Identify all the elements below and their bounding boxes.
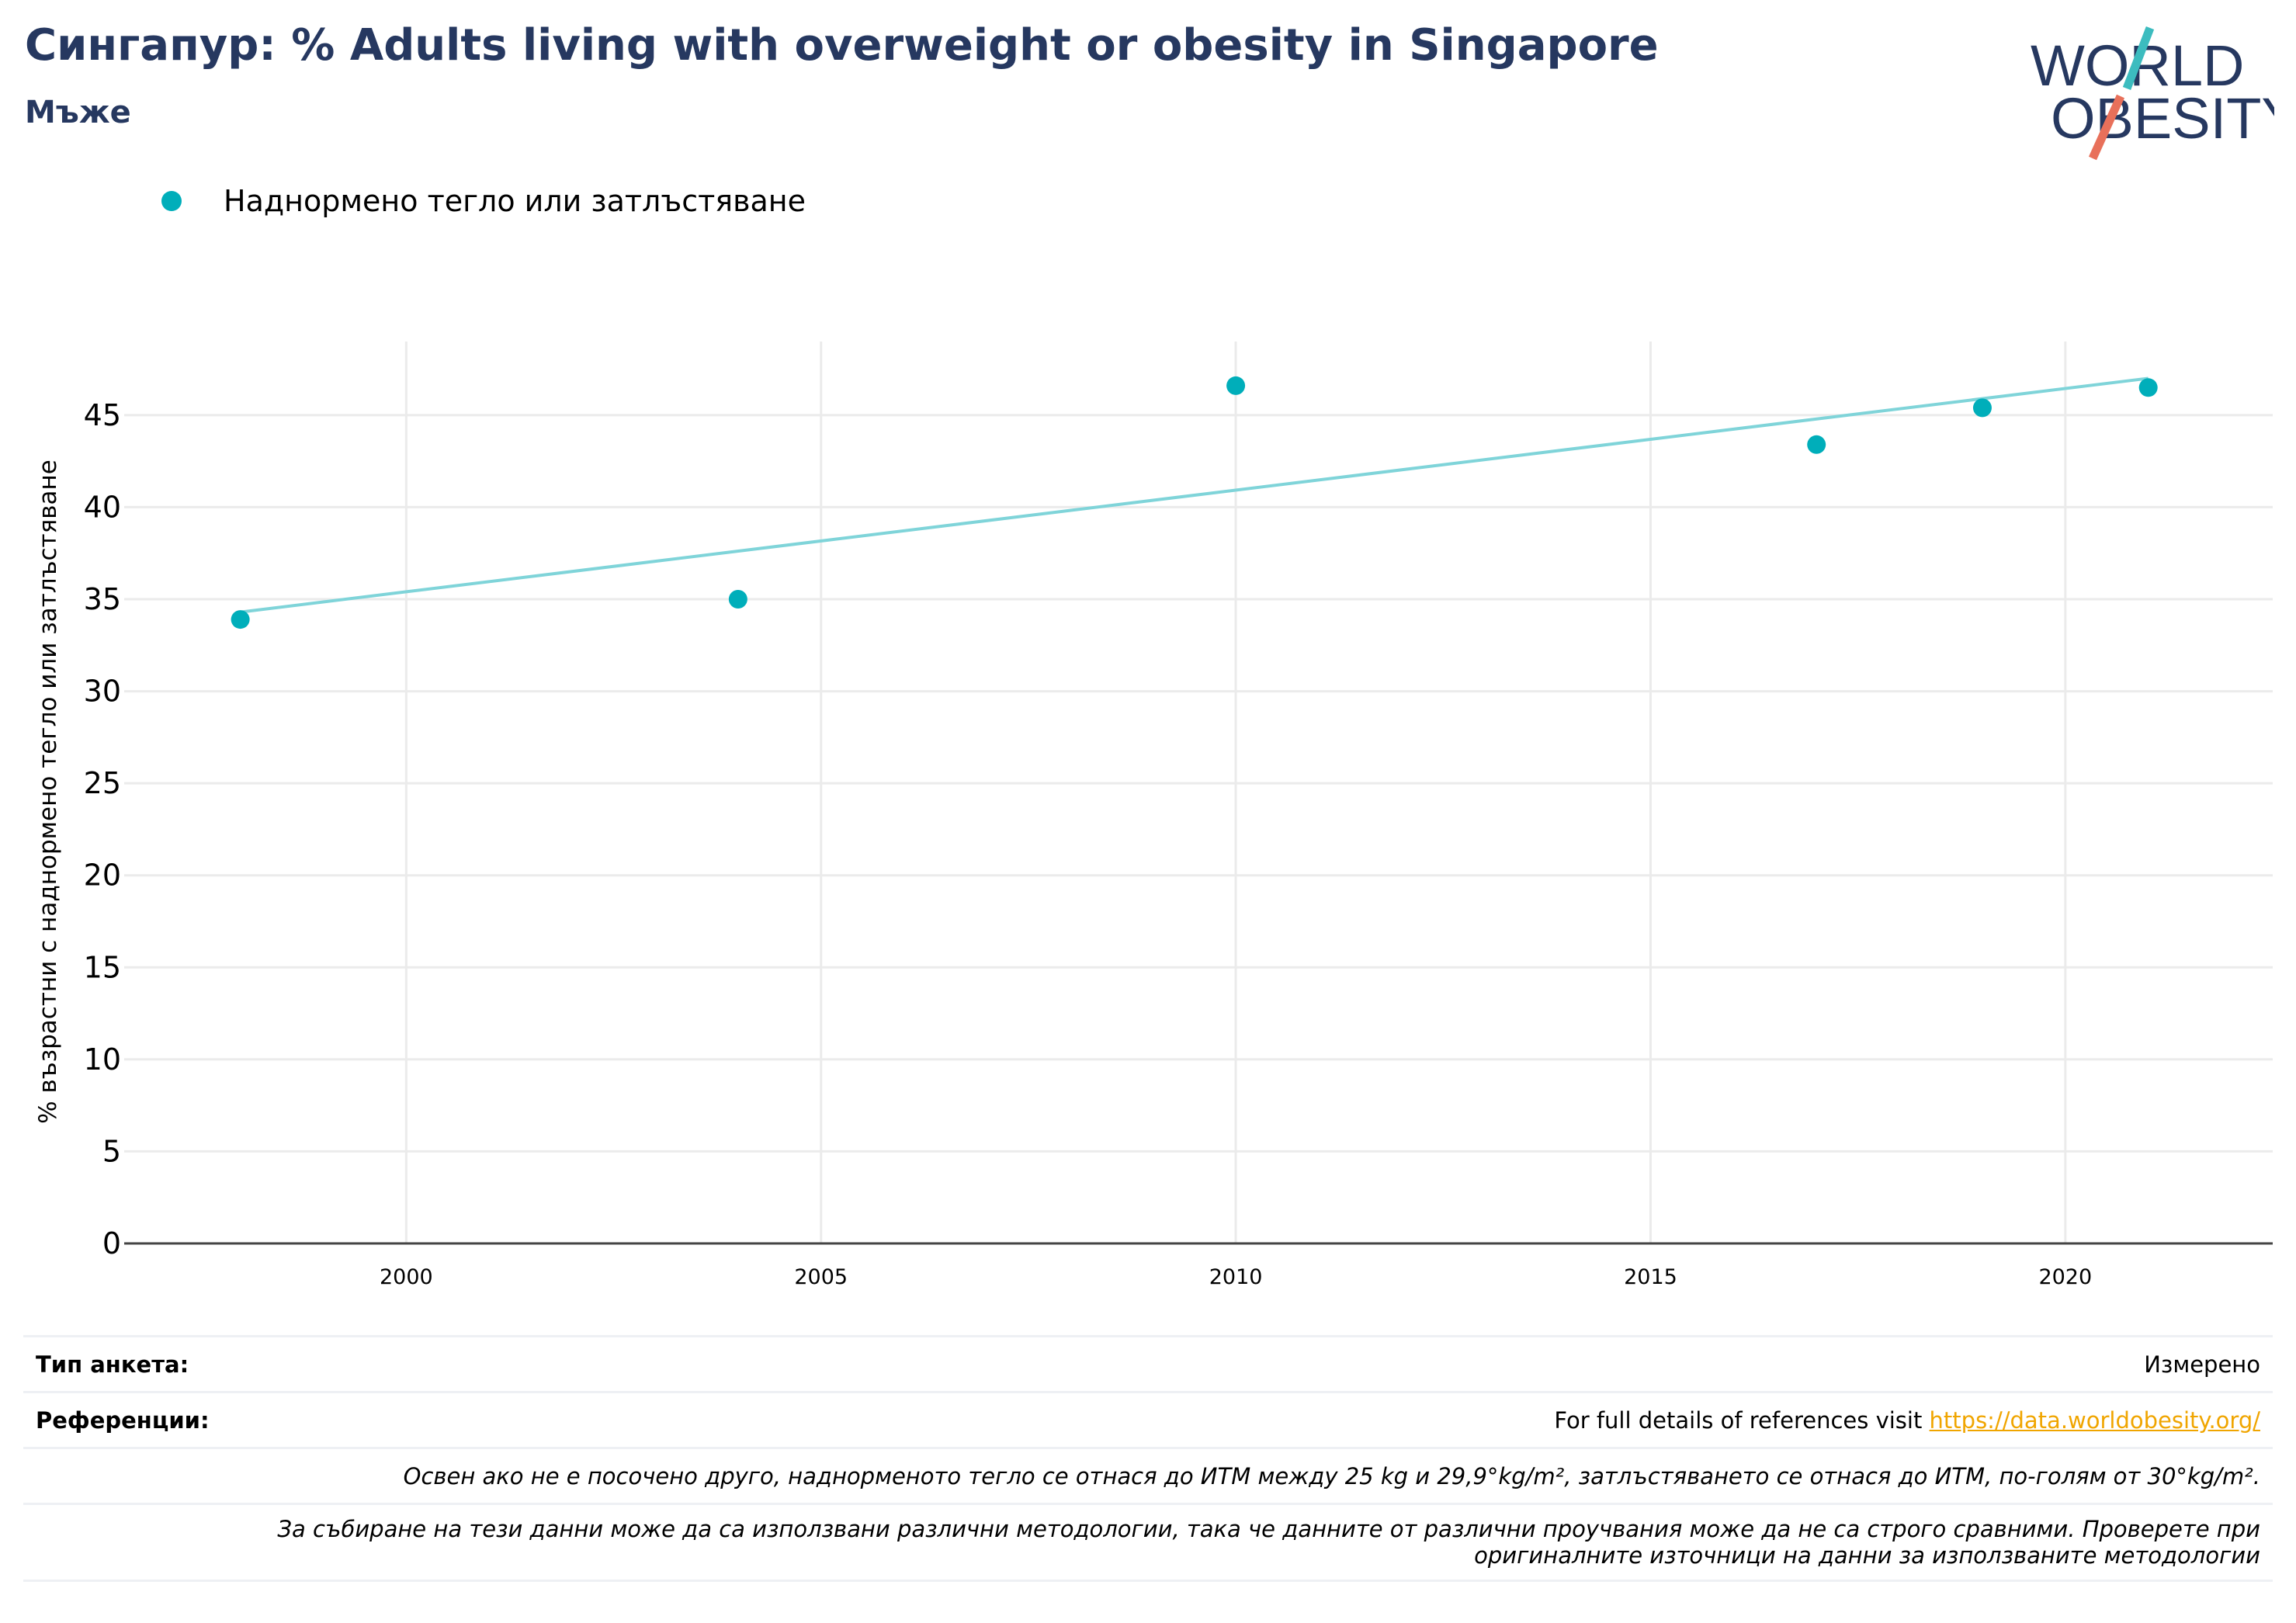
- points-layer: [231, 376, 2158, 629]
- y-tick-label: 15: [84, 950, 121, 984]
- definitions-note: Освен ако не е посочено друго, наднормен…: [403, 1462, 2260, 1489]
- data-point: [1226, 376, 1246, 395]
- scatter-chart: 2000 2005 2010 2015 2020 0 5 10 15 20 25 30 35 40 45: [84, 342, 2273, 1289]
- footer-row-references: Референции: For full details of referenc…: [23, 1391, 2273, 1447]
- references-text: For full details of references visit: [1554, 1406, 1930, 1434]
- y-tick-label: 40: [84, 490, 121, 524]
- y-tick-label: 45: [84, 398, 121, 432]
- y-axis-label: % възрастни с наднормено тегло или затлъ…: [34, 460, 62, 1124]
- footer-row-note-methodology: За събиране на тези данни може да са изп…: [23, 1503, 2273, 1582]
- x-tick-label: 2020: [2038, 1265, 2092, 1289]
- y-tick-label: 10: [84, 1042, 121, 1077]
- methodology-note-line1: За събиране на тези данни може да са изп…: [277, 1516, 2260, 1542]
- x-tick-label: 2005: [794, 1265, 848, 1289]
- y-tick-label: 25: [84, 766, 121, 800]
- logo-text-obesity: OBESITY: [2051, 86, 2274, 151]
- logo-slash-teal: [2122, 26, 2155, 90]
- footer-row-note-definitions: Освен ако не е посочено друго, наднормен…: [23, 1447, 2273, 1503]
- references-link[interactable]: https://data.worldobesity.org/: [1929, 1406, 2260, 1434]
- data-point: [728, 590, 747, 609]
- y-tick-label: 35: [84, 582, 121, 616]
- x-tick-label: 2000: [380, 1265, 433, 1289]
- references-value: For full details of references visit htt…: [1554, 1407, 2260, 1434]
- data-point: [1807, 435, 1826, 454]
- legend[interactable]: Наднормено тегло или затлъстяване: [161, 182, 806, 220]
- grid-layer: [124, 342, 2273, 1243]
- x-tick-label: 2010: [1209, 1265, 1263, 1289]
- y-tick-label: 20: [84, 858, 121, 893]
- survey-type-label: Тип анкета:: [36, 1351, 189, 1378]
- data-point: [1972, 398, 1992, 418]
- x-tick-label: 2015: [1624, 1265, 1677, 1289]
- references-label: Референции:: [36, 1406, 210, 1434]
- logo-slash-coral: [2088, 94, 2125, 161]
- methodology-note: За събиране на тези данни може да са изп…: [36, 1516, 2260, 1569]
- trend-line: [240, 376, 2149, 614]
- footer-row-survey-type: Тип анкета: Измерено: [23, 1335, 2273, 1391]
- y-tick-label: 5: [102, 1134, 121, 1168]
- chart-title: Сингапур: % Adults living with overweigh…: [25, 20, 1659, 71]
- world-obesity-logo: WORLD OBESITY: [2031, 26, 2274, 161]
- y-tick-label: 0: [102, 1226, 121, 1261]
- footer-table: Тип анкета: Измерено Референции: For ful…: [23, 1335, 2273, 1582]
- y-tick-label: 30: [84, 675, 121, 709]
- data-point: [231, 610, 250, 629]
- chart-subtitle: Мъже: [25, 95, 131, 130]
- axis-layer: 2000 2005 2010 2015 2020 0 5 10 15 20 25 30 35 40 45: [84, 398, 2273, 1289]
- legend-marker-icon: [161, 191, 182, 211]
- survey-type-value: Измерено: [2144, 1351, 2260, 1378]
- legend-label: Наднормено тегло или затлъстяване: [224, 184, 806, 218]
- trend-layer: [240, 376, 2149, 614]
- methodology-note-line2: оригиналните източници на данни за изпол…: [1474, 1542, 2260, 1569]
- data-point: [2138, 378, 2158, 397]
